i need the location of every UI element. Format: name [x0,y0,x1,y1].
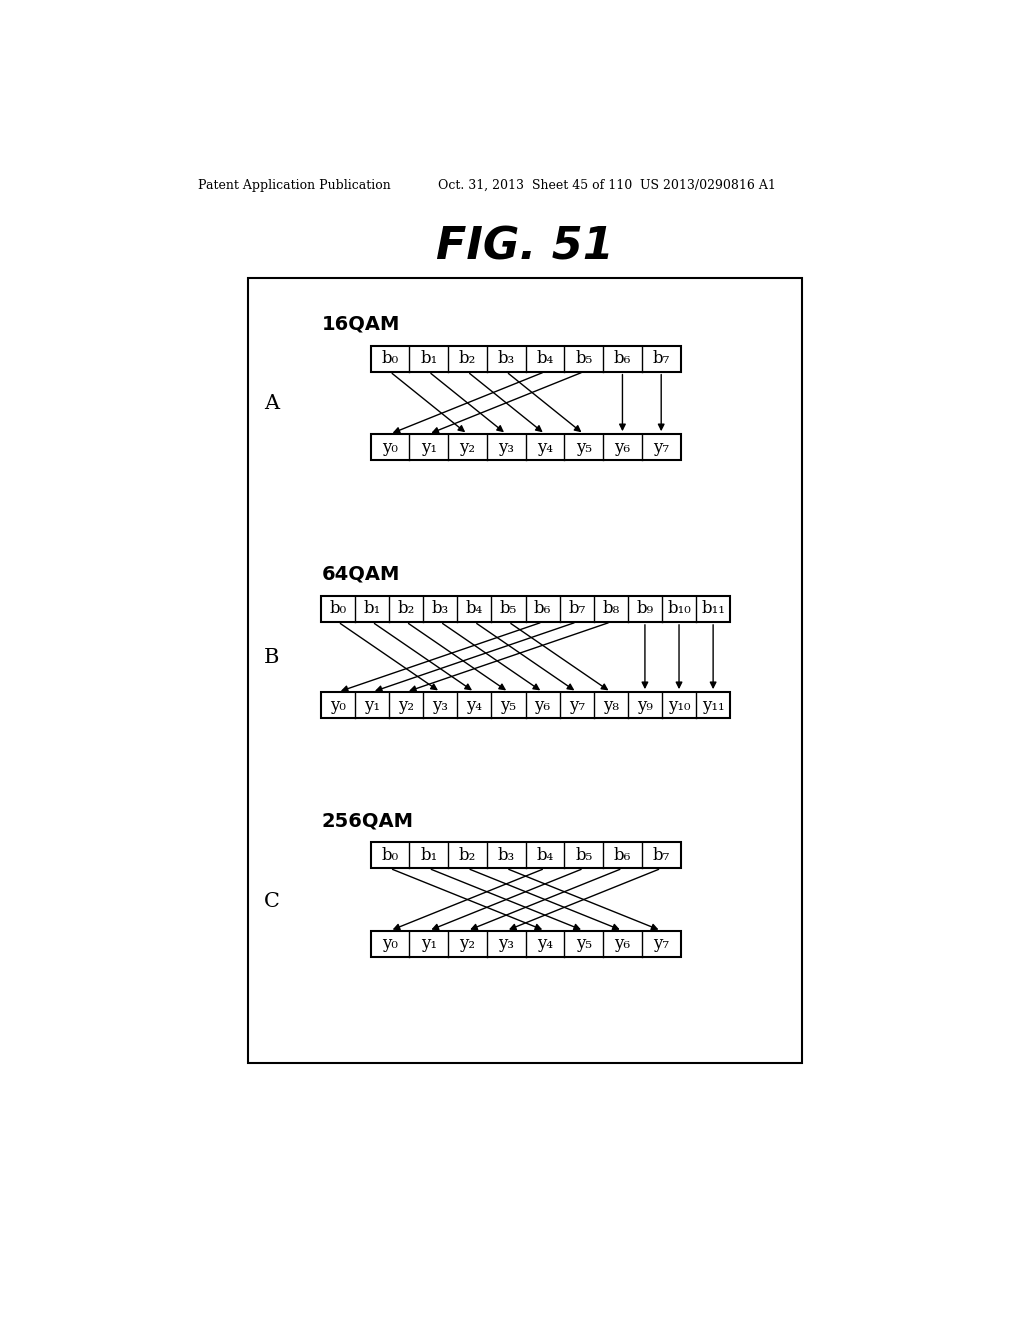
Bar [371,931,681,957]
Text: y₂: y₂ [398,697,415,714]
Text: C: C [263,892,280,911]
Text: b₆: b₆ [613,846,631,863]
Text: b₁: b₁ [364,601,381,618]
Text: b₂: b₂ [459,846,476,863]
Text: b₃: b₃ [498,350,515,367]
Text: y₀: y₀ [330,697,346,714]
Text: b₆: b₆ [534,601,551,618]
Bar [248,277,802,1063]
Text: y₄: y₄ [466,697,482,714]
Text: y₂: y₂ [460,936,475,952]
Text: y₆: y₆ [535,697,551,714]
Text: b₃: b₃ [432,601,449,618]
Text: y₆: y₆ [614,438,631,455]
Text: b₁₁: b₁₁ [701,601,725,618]
Bar [371,842,681,869]
Text: y₄: y₄ [537,936,553,952]
Text: b₇: b₇ [652,846,670,863]
Text: b₆: b₆ [613,350,631,367]
Text: b₃: b₃ [498,846,515,863]
Text: US 2013/0290816 A1: US 2013/0290816 A1 [640,178,775,191]
Bar [371,346,681,372]
Text: b₁: b₁ [420,846,437,863]
Text: y₆: y₆ [614,936,631,952]
Text: y₃: y₃ [432,697,449,714]
Text: b₂: b₂ [397,601,415,618]
Text: y₁₀: y₁₀ [668,697,690,714]
Text: b₉: b₉ [636,601,653,618]
Text: y₃: y₃ [499,936,514,952]
Text: y₀: y₀ [382,438,398,455]
Text: b₈: b₈ [602,601,620,618]
Text: 16QAM: 16QAM [322,314,400,334]
Text: b₂: b₂ [459,350,476,367]
Text: b₁: b₁ [420,350,437,367]
Bar [371,434,681,461]
Text: b₇: b₇ [568,601,586,618]
Bar [321,595,730,622]
Text: y₄: y₄ [537,438,553,455]
Text: B: B [264,648,280,667]
Text: y₅: y₅ [575,438,592,455]
Text: Patent Application Publication: Patent Application Publication [198,178,390,191]
Text: y₇: y₇ [568,697,585,714]
Text: y₁: y₁ [421,438,436,455]
Text: y₂: y₂ [460,438,475,455]
Text: y₁: y₁ [365,697,380,714]
Bar [321,692,730,718]
Text: 256QAM: 256QAM [322,810,414,830]
Text: b₄: b₄ [537,846,554,863]
Text: y₇: y₇ [653,438,670,455]
Text: y₉: y₉ [637,697,653,714]
Text: 64QAM: 64QAM [322,565,400,583]
Text: y₃: y₃ [499,438,514,455]
Text: y₈: y₈ [603,697,618,714]
Text: Oct. 31, 2013  Sheet 45 of 110: Oct. 31, 2013 Sheet 45 of 110 [438,178,632,191]
Text: FIG. 51: FIG. 51 [436,226,613,268]
Text: y₇: y₇ [653,936,670,952]
Text: A: A [264,393,279,413]
Text: b₅: b₅ [575,846,592,863]
Text: b₄: b₄ [466,601,483,618]
Text: b₀: b₀ [330,601,346,618]
Text: b₅: b₅ [575,350,592,367]
Text: b₀: b₀ [381,350,398,367]
Text: b₇: b₇ [652,350,670,367]
Text: y₀: y₀ [382,936,398,952]
Text: b₄: b₄ [537,350,554,367]
Text: b₁₀: b₁₀ [668,601,691,618]
Text: b₀: b₀ [381,846,398,863]
Text: y₅: y₅ [501,697,516,714]
Text: y₁: y₁ [421,936,436,952]
Text: y₁₁: y₁₁ [701,697,724,714]
Text: b₅: b₅ [500,601,517,618]
Text: y₅: y₅ [575,936,592,952]
